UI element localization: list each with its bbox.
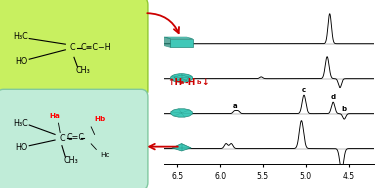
Circle shape bbox=[170, 74, 193, 82]
Text: c: c bbox=[302, 87, 306, 93]
Text: ↓: ↓ bbox=[201, 78, 209, 87]
Text: CH₃: CH₃ bbox=[76, 66, 90, 75]
Text: Ha: Ha bbox=[50, 113, 60, 119]
Text: Hc: Hc bbox=[100, 152, 110, 158]
Text: C: C bbox=[70, 43, 75, 52]
Text: d: d bbox=[330, 94, 336, 100]
Text: C: C bbox=[59, 134, 65, 143]
Text: H₃C: H₃C bbox=[13, 32, 28, 41]
Text: CH₃: CH₃ bbox=[64, 156, 78, 165]
Text: -H: -H bbox=[184, 78, 195, 87]
Text: C=C: C=C bbox=[67, 133, 85, 142]
Text: HO: HO bbox=[15, 143, 28, 152]
Text: b: b bbox=[342, 106, 347, 112]
FancyBboxPatch shape bbox=[0, 0, 148, 98]
Text: C≡C−H: C≡C−H bbox=[81, 42, 112, 52]
FancyBboxPatch shape bbox=[0, 89, 148, 188]
Text: a: a bbox=[233, 103, 238, 109]
Polygon shape bbox=[170, 39, 193, 47]
Text: HO: HO bbox=[15, 57, 28, 66]
Polygon shape bbox=[164, 37, 170, 47]
Text: a: a bbox=[180, 80, 184, 85]
Polygon shape bbox=[172, 144, 191, 151]
Polygon shape bbox=[171, 109, 192, 117]
Text: ↑H: ↑H bbox=[167, 78, 182, 87]
Polygon shape bbox=[164, 37, 193, 39]
Text: Hb: Hb bbox=[94, 116, 105, 122]
Text: H₃C: H₃C bbox=[13, 119, 28, 128]
Text: b: b bbox=[197, 80, 201, 85]
